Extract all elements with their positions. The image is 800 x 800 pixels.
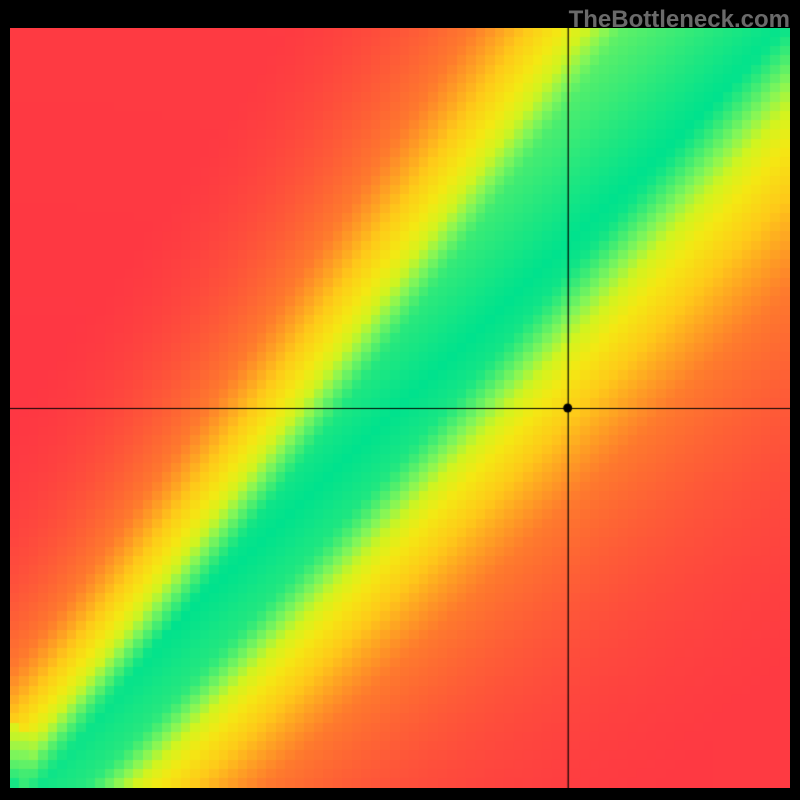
- chart-container: { "meta": { "width": 800, "height": 800,…: [0, 0, 800, 800]
- crosshair-overlay: [10, 28, 790, 788]
- watermark-text: TheBottleneck.com: [569, 6, 790, 34]
